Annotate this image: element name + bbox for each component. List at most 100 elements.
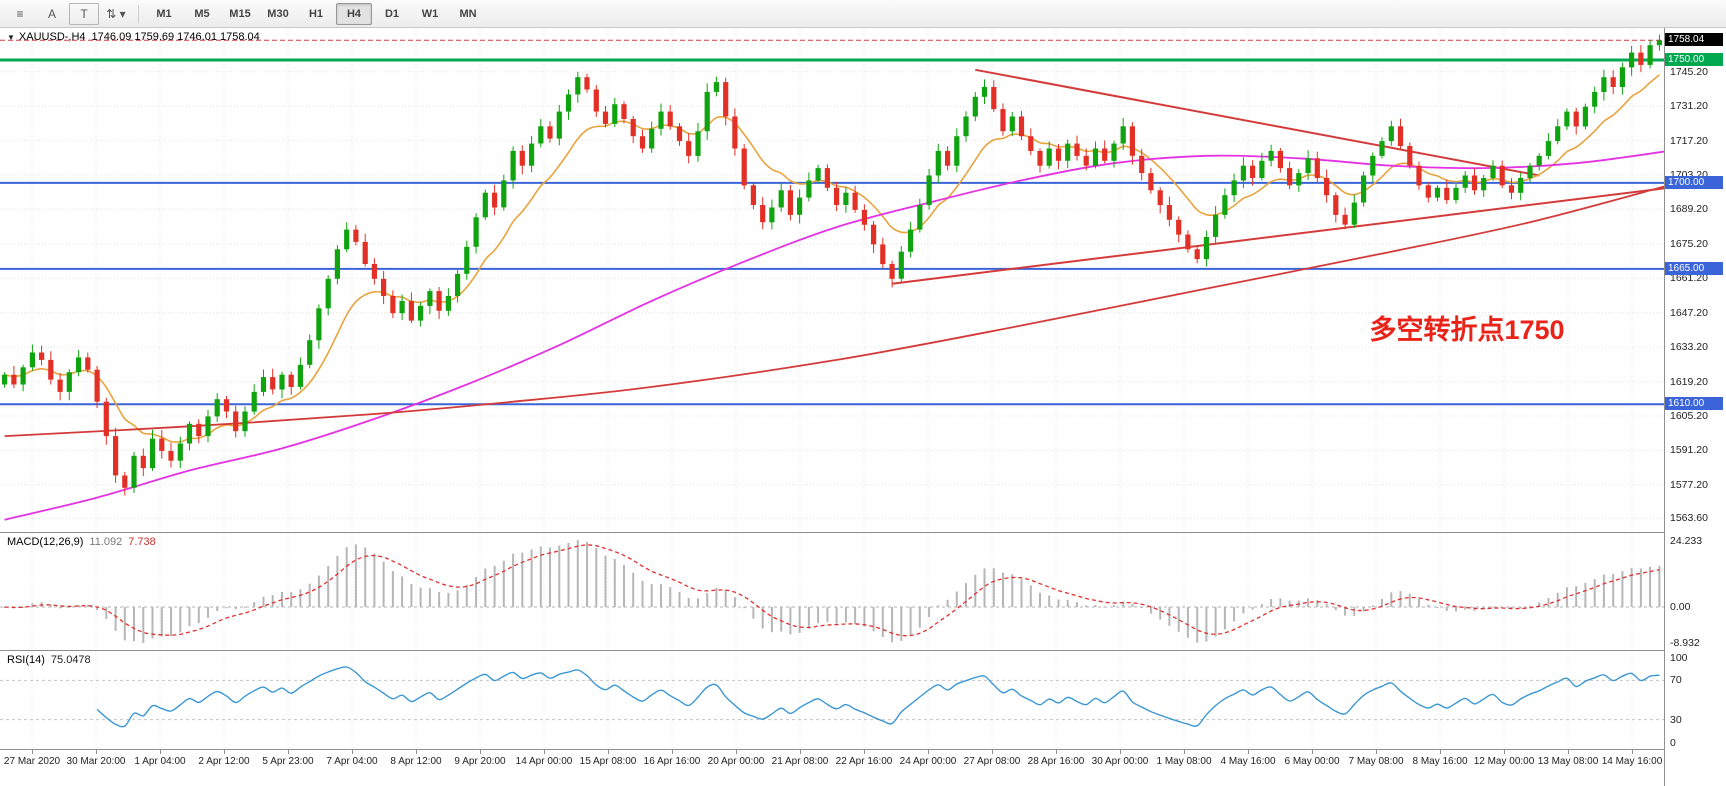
time-axis-label: 9 Apr 20:00: [454, 756, 506, 767]
time-axis-tick: [480, 750, 481, 754]
price-axis-label: 1675.20: [1670, 237, 1708, 250]
macd-axis-label: -8.932: [1670, 637, 1700, 649]
time-axis-tick: [1120, 750, 1121, 754]
time-axis-tick: [1376, 750, 1377, 754]
timeframe-h1[interactable]: H1: [308, 7, 324, 20]
time-axis-tick: [416, 750, 417, 754]
price-chart-panel: ▼ XAUUSD-,H4 1746.09 1759.69 1746.01 1758.…: [0, 28, 1664, 533]
timeframe-m1[interactable]: M1: [156, 7, 172, 20]
cycle-symbols-button[interactable]: ⇅ ▾: [101, 3, 131, 25]
time-axis-tick: [544, 750, 545, 754]
price-axis-label: 1731.20: [1670, 100, 1708, 113]
time-axis-label: 5 Apr 23:00: [262, 756, 314, 767]
macd-name: MACD(12,26,9): [7, 536, 84, 548]
price-axis-label: 1605.20: [1670, 409, 1708, 422]
time-axis-label: 4 May 16:00: [1220, 756, 1276, 767]
ohlc-values: 1746.09 1759.69 1746.01 1758.04: [91, 31, 260, 43]
time-axis-label: 8 Apr 12:00: [390, 756, 442, 767]
hline-price-tag: 1665.00: [1665, 261, 1723, 275]
text-tool-t-button[interactable]: T: [69, 2, 99, 25]
time-axis-label: 28 Apr 16:00: [1027, 756, 1085, 767]
time-axis-label: 2 Apr 12:00: [198, 756, 250, 767]
time-axis-tick: [800, 750, 801, 754]
time-axis-label: 15 Apr 08:00: [579, 756, 637, 767]
time-axis-label: 24 Apr 00:00: [899, 756, 957, 767]
time-axis-label: 8 May 16:00: [1412, 756, 1468, 767]
price-axis[interactable]: 1745.201731.201717.201703.201689.201675.…: [1664, 28, 1726, 786]
macd-label: MACD(12,26,9) 11.092 7.738: [7, 536, 156, 548]
macd-panel: MACD(12,26,9) 11.092 7.738: [0, 533, 1664, 651]
timeframe-m15[interactable]: M15: [229, 7, 251, 20]
text-annotation-a-button[interactable]: A: [37, 3, 67, 25]
rsi-value: 75.0478: [50, 654, 91, 666]
time-axis-label: 21 Apr 08:00: [771, 756, 829, 767]
chart-text-annotation[interactable]: 多空转折点1750: [1369, 315, 1565, 346]
price-axis-label: 1633.20: [1670, 341, 1708, 354]
time-axis-tick: [1568, 750, 1569, 754]
time-axis-tick: [288, 750, 289, 754]
time-axis-tick: [1184, 750, 1185, 754]
time-axis-tick: [1056, 750, 1057, 754]
time-axis-label: 1 Apr 04:00: [134, 756, 186, 767]
time-axis-tick: [1632, 750, 1633, 754]
price-axis-label: 1689.20: [1670, 203, 1708, 216]
time-axis-label: 14 May 16:00: [1601, 756, 1663, 767]
last-price-tag: 1758.04: [1665, 33, 1723, 47]
time-axis-tick: [32, 750, 33, 754]
time-axis-label: 7 Apr 04:00: [326, 756, 378, 767]
time-axis-label: 20 Apr 00:00: [707, 756, 765, 767]
time-axis-tick: [1312, 750, 1313, 754]
hline-price-tag: 1750.00: [1665, 52, 1723, 66]
macd-axis-label: 0.00: [1670, 600, 1691, 613]
timeframe-m30[interactable]: M30: [267, 7, 289, 20]
timeframe-m5[interactable]: M5: [194, 7, 210, 20]
macd-canvas[interactable]: [0, 533, 1664, 650]
rsi-axis-label: 0: [1670, 737, 1676, 749]
price-axis-label: 1619.20: [1670, 375, 1708, 388]
rsi-axis-label: 100: [1670, 652, 1688, 664]
menu-lines-icon[interactable]: ≡: [5, 3, 35, 25]
time-axis-label: 30 Apr 00:00: [1091, 756, 1149, 767]
time-axis-label: 30 Mar 20:00: [66, 756, 126, 767]
symbol-period-label: XAUUSD-,H4: [18, 31, 86, 43]
collapse-icon[interactable]: ▼: [7, 33, 15, 42]
rsi-canvas[interactable]: [0, 651, 1664, 749]
hline-price-tag: 1610.00: [1665, 397, 1723, 411]
time-axis-label: 27 Apr 08:00: [963, 756, 1021, 767]
price-axis-label: 1563.60: [1670, 512, 1708, 525]
rsi-axis-label: 70: [1670, 674, 1682, 687]
time-axis[interactable]: 27 Mar 2020 30 Mar 20:00 1 Apr 04:00 2 Apr …: [0, 750, 1664, 786]
rsi-label: RSI(14) 75.0478: [7, 654, 91, 666]
time-axis-tick: [864, 750, 865, 754]
price-chart-canvas[interactable]: [0, 28, 1664, 532]
cycle-arrows-icon: ⇅ ▾: [106, 6, 126, 21]
letter-a-glyph: A: [47, 6, 56, 21]
timeframe-w1[interactable]: W1: [421, 7, 439, 20]
timeframe-d1[interactable]: D1: [384, 7, 400, 20]
rsi-name: RSI(14): [7, 654, 45, 666]
time-axis-label: 13 May 08:00: [1537, 756, 1599, 767]
menu-lines-glyph: ≡: [16, 6, 24, 21]
time-axis-tick: [736, 750, 737, 754]
time-axis-tick: [992, 750, 993, 754]
price-axis-label: 1745.20: [1670, 65, 1708, 78]
price-axis-label: 1661.20: [1670, 272, 1708, 285]
time-axis-label: 6 May 00:00: [1284, 756, 1340, 767]
time-axis-tick: [1504, 750, 1505, 754]
time-axis-label: 7 May 08:00: [1348, 756, 1404, 767]
macd-axis-label: 24.233: [1670, 535, 1703, 547]
time-axis-tick: [608, 750, 609, 754]
time-axis-label: 16 Apr 16:00: [643, 756, 701, 767]
time-axis-tick: [1248, 750, 1249, 754]
macd-signal-value: 7.738: [128, 536, 156, 548]
timeframe-mn[interactable]: MN: [459, 7, 477, 20]
time-axis-label: 12 May 00:00: [1473, 756, 1535, 767]
price-axis-label: 1647.20: [1670, 306, 1708, 319]
chart-header: ▼ XAUUSD-,H4 1746.09 1759.69 1746.01 1758.…: [7, 31, 260, 43]
timeframe-h4[interactable]: H4: [336, 2, 372, 25]
rsi-panel: RSI(14) 75.0478: [0, 651, 1664, 750]
time-axis-label: 22 Apr 16:00: [835, 756, 893, 767]
time-axis-tick: [96, 750, 97, 754]
time-axis-tick: [224, 750, 225, 754]
